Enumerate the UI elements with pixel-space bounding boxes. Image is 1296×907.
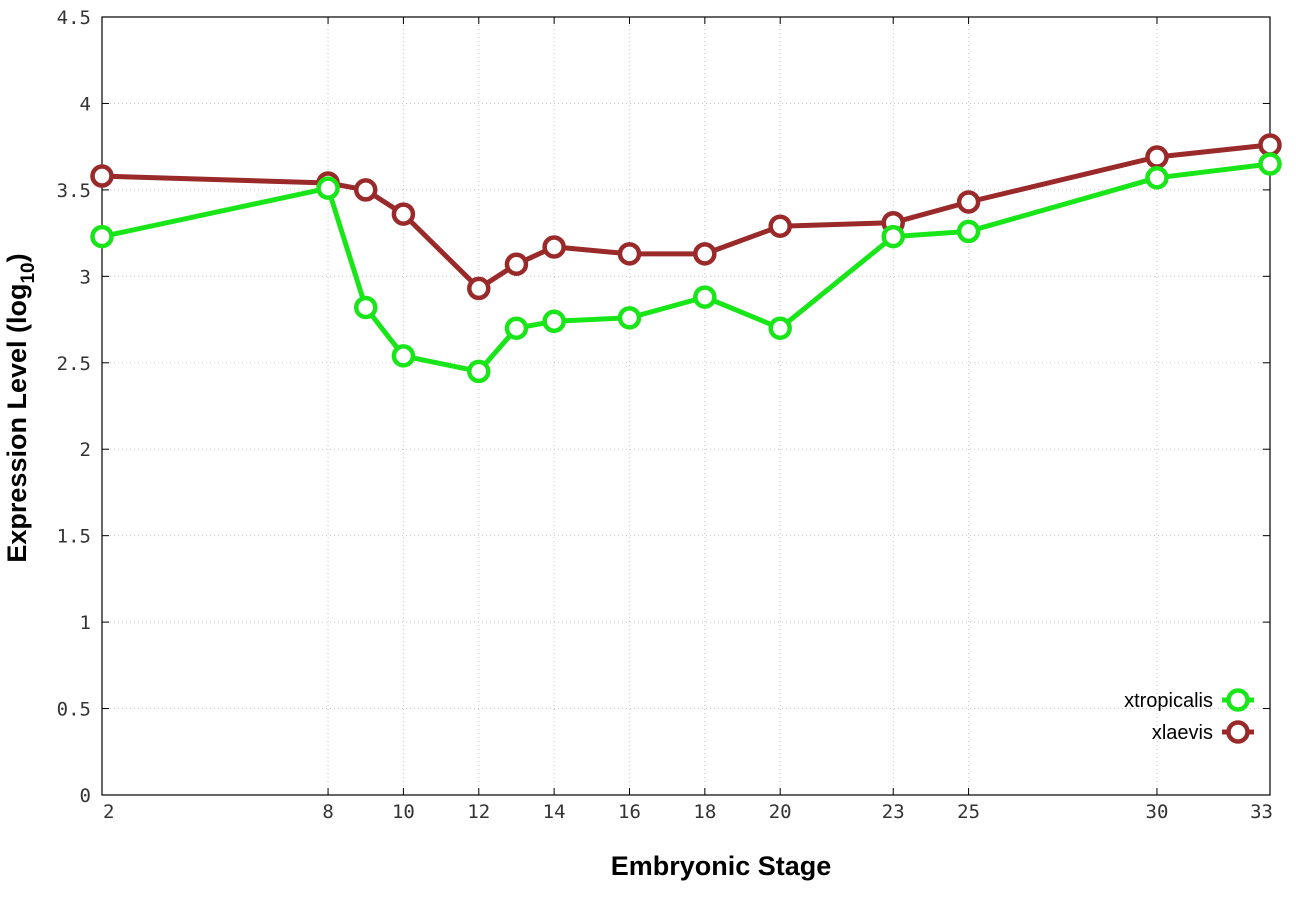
- data-point-xlaevis-30: [1145, 145, 1169, 169]
- data-point-xtropicalis-12: [467, 359, 491, 384]
- data-point-xlaevis-9: [353, 178, 378, 202]
- data-point-xlaevis-2: [90, 164, 114, 188]
- y-tick-label-4-5: 4.5: [57, 7, 91, 29]
- data-point-xlaevis-25: [956, 190, 981, 214]
- x-tick-label-30: 30: [1146, 801, 1169, 823]
- x-tick-label-14: 14: [543, 801, 566, 823]
- y-tick-label-3: 3: [80, 266, 91, 288]
- x-tick-label-10: 10: [392, 801, 415, 823]
- x-tick-label-16: 16: [618, 801, 641, 823]
- data-point-xtropicalis-2: [90, 224, 114, 249]
- data-point-xtropicalis-20: [768, 316, 792, 340]
- y-tick-label-2-5: 2.5: [57, 353, 91, 375]
- data-point-xtropicalis-30: [1145, 166, 1169, 190]
- data-point-xlaevis-12: [467, 276, 491, 301]
- plot-frame: [101, 16, 1271, 796]
- y-axis-label-subscript: 10: [18, 262, 39, 283]
- x-tick-label-23: 23: [882, 801, 905, 823]
- grid-lines: [102, 17, 1270, 795]
- y-axis-label-main: Expression Level (log: [2, 284, 32, 563]
- data-point-xtropicalis-10: [391, 344, 416, 368]
- legend-label-xtropicalis: xtropicalis: [1124, 690, 1213, 712]
- y-axis-label: Expression Level (log10): [2, 253, 39, 562]
- legend-label-xlaevis: xlaevis: [1152, 722, 1213, 744]
- y-tick-label-0: 0: [80, 785, 91, 807]
- data-point-xlaevis-33: [1258, 133, 1282, 157]
- legend-item-xtropicalis: xtropicalis: [1124, 688, 1254, 712]
- y-axis-label-suffix: ): [2, 253, 32, 262]
- x-tick-label-18: 18: [693, 801, 716, 823]
- data-point-xtropicalis-18: [693, 285, 717, 309]
- axis-ticks: 2 8 10 12 14 16 18 20 23 25 30 33 0 0.5 1 1.5 2 2.5 3 3.5 4 4…: [57, 7, 1273, 823]
- x-tick-label-8: 8: [322, 801, 333, 823]
- series-xtropicalis: [90, 152, 1282, 384]
- series-line-xlaevis: [101, 142, 1271, 291]
- legend-swatch-marker-xtropicalis: [1226, 688, 1250, 712]
- data-point-xtropicalis-9: [353, 295, 378, 320]
- data-point-xtropicalis-23: [881, 224, 905, 249]
- data-point-xlaevis-16: [617, 242, 642, 266]
- y-tick-label-4: 4: [80, 93, 91, 115]
- legend-item-xlaevis: xlaevis: [1152, 720, 1254, 744]
- y-tick-label-3-5: 3.5: [57, 180, 91, 202]
- x-tick-label-33: 33: [1250, 801, 1273, 823]
- data-point-xtropicalis-14: [542, 309, 566, 334]
- series-layer: [90, 133, 1282, 384]
- data-point-xtropicalis-33: [1258, 152, 1282, 176]
- x-tick-label-12: 12: [467, 801, 490, 823]
- data-point-xlaevis-14: [542, 235, 566, 259]
- data-point-xlaevis-10: [391, 202, 416, 226]
- x-tick-label-20: 20: [769, 801, 792, 823]
- data-point-xtropicalis-25: [956, 219, 981, 244]
- series-xlaevis: [90, 133, 1282, 301]
- x-tick-label-2: 2: [103, 801, 114, 823]
- y-tick-label-1-5: 1.5: [57, 526, 91, 548]
- data-point-xlaevis-20: [768, 214, 792, 238]
- data-point-xtropicalis-16: [617, 306, 642, 330]
- series-line-xtropicalis: [101, 161, 1271, 374]
- data-point-xtropicalis-8: [316, 176, 340, 200]
- legend-swatch-marker-xlaevis: [1226, 720, 1250, 744]
- legend: xtropicalis xlaevis: [1124, 688, 1254, 744]
- data-point-xlaevis-18: [693, 242, 717, 266]
- data-point-xtropicalis-13: [504, 316, 529, 340]
- y-tick-label-1: 1: [80, 612, 91, 634]
- y-tick-label-0-5: 0.5: [57, 699, 91, 721]
- x-axis-label: Embryonic Stage: [611, 851, 832, 881]
- data-point-xlaevis-13: [504, 252, 529, 276]
- x-tick-label-25: 25: [957, 801, 980, 823]
- y-tick-label-2: 2: [80, 439, 91, 461]
